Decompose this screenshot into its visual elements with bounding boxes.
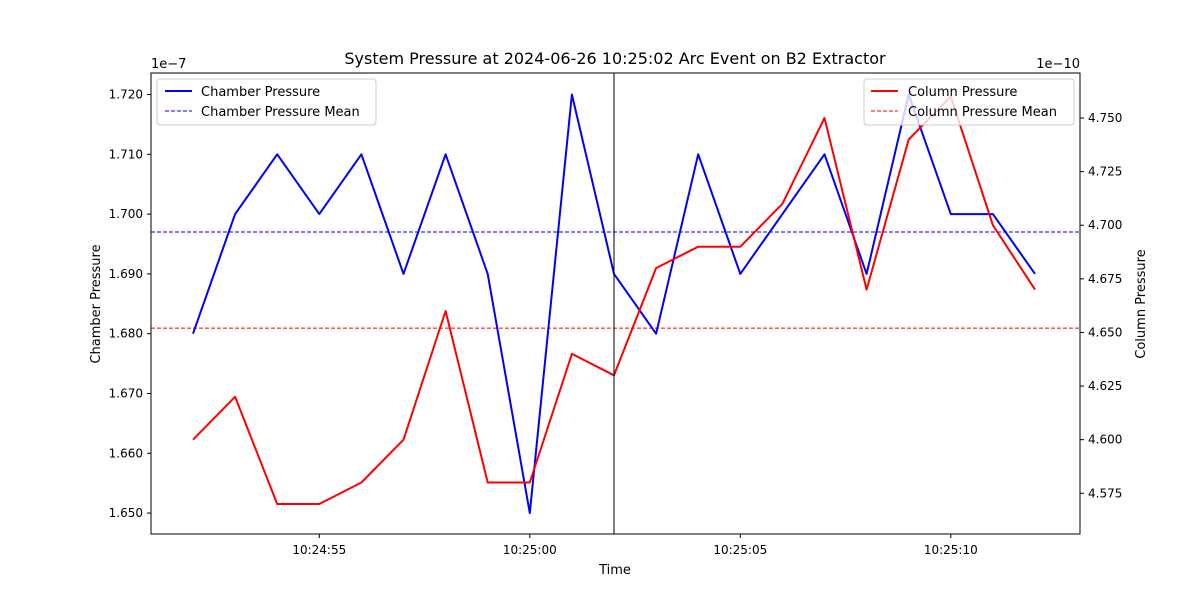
x-tick-label: 10:25:05 [713,543,767,557]
right-tick-label: 4.650 [1088,325,1122,339]
left-tick-label: 1.710 [109,147,143,161]
legend-right-box [863,78,1075,126]
legend-left: Chamber Pressure Chamber Pressure Mean [156,78,377,126]
x-tick-label: 10:24:55 [292,543,346,557]
right-axis-label: Column Pressure [1134,249,1149,358]
left-axis-label: Chamber Pressure [89,244,104,363]
legend-left-box [156,78,377,126]
left-tick-label: 1.670 [109,386,143,400]
left-tick-label: 1.660 [109,446,143,460]
x-axis-label: Time [598,563,631,578]
axes: 10:24:55 10:25:00 10:25:05 10:25:10 1.650 1.6… [109,88,1123,557]
left-tick-label: 1.720 [109,88,143,102]
legend-column-pressure-label: Column Pressure [908,85,1017,100]
left-axis-offset-label: 1e−7 [151,57,186,72]
x-tick-label: 10:25:10 [924,543,978,557]
legend-chamber-pressure-mean-label: Chamber Pressure Mean [201,105,360,120]
chart-title: System Pressure at 2024-06-26 10:25:02 A… [344,49,886,68]
left-tick-label: 1.650 [109,506,143,520]
right-tick-label: 4.750 [1088,111,1122,125]
plot-area [151,73,1080,534]
left-tick-label: 1.690 [109,267,143,281]
right-axis-offset-label: 1e−10 [1036,57,1080,72]
right-tick-label: 4.625 [1088,379,1122,393]
legend-column-pressure-mean-label: Column Pressure Mean [908,105,1057,120]
left-tick-label: 1.700 [109,207,143,221]
legend-chamber-pressure-label: Chamber Pressure [201,85,320,100]
right-tick-label: 4.575 [1088,486,1122,500]
legend-right: Column Pressure Column Pressure Mean [863,78,1075,126]
x-tick-label: 10:25:00 [503,543,557,557]
right-tick-label: 4.725 [1088,165,1122,179]
right-tick-label: 4.675 [1088,272,1122,286]
right-tick-label: 4.600 [1088,433,1122,447]
plot-frame [150,72,1081,535]
left-tick-label: 1.680 [109,327,143,341]
right-tick-label: 4.700 [1088,218,1122,232]
